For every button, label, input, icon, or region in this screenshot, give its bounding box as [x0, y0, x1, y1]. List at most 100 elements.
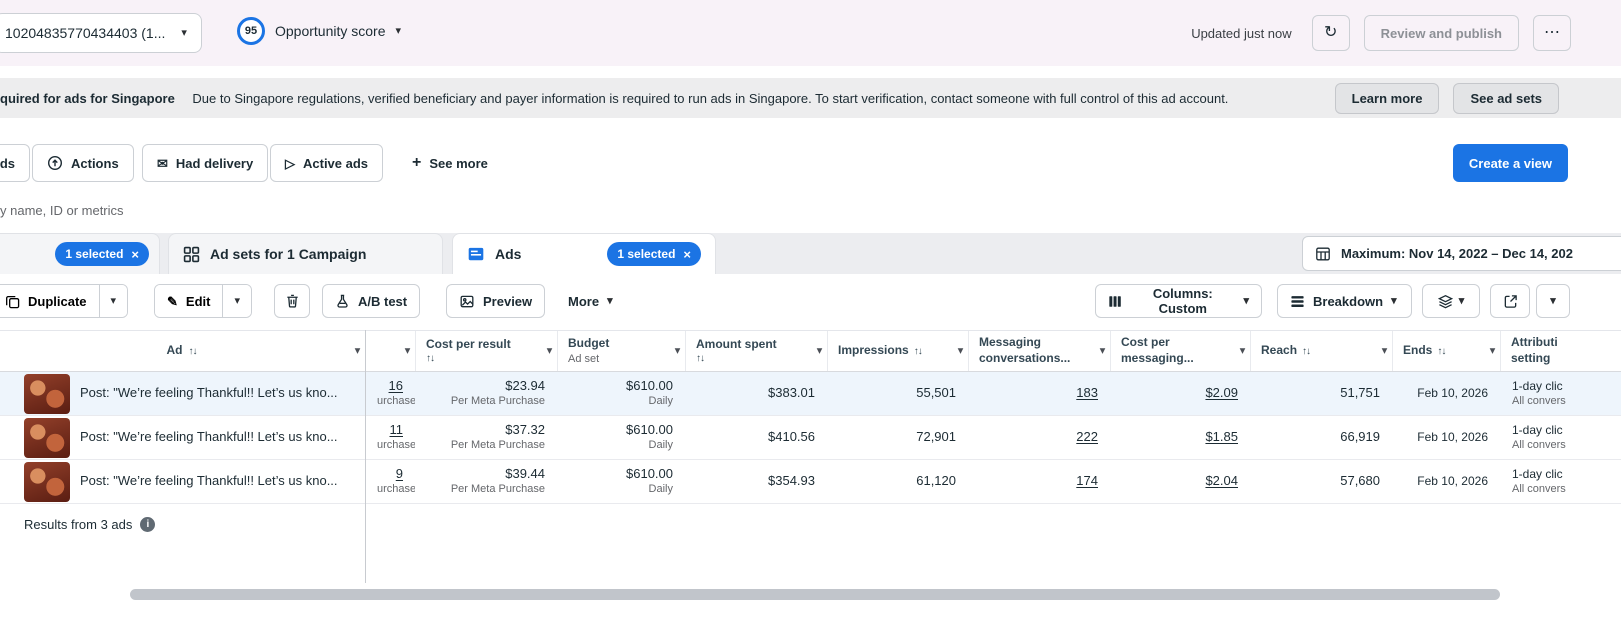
account-selector-dropdown[interactable]: 10204835770434403 (1... ▾ — [0, 13, 202, 53]
filter-chip-had-delivery[interactable]: ✉ Had delivery — [142, 144, 268, 182]
ad-cell[interactable]: Post: "We’re feeling Thankful!! Let’s us… — [0, 462, 365, 502]
cost-per-result-sub: Per Meta Purchase — [427, 395, 545, 409]
results-cell: 16urchases — [365, 378, 415, 409]
create-a-view-button[interactable]: Create a view — [1453, 144, 1568, 182]
sort-icon[interactable]: ↑↓ — [189, 345, 197, 358]
calendar-grid-icon — [1315, 246, 1331, 262]
cost-per-messaging-value[interactable]: $1.85 — [1205, 429, 1238, 444]
cost-per-messaging-value[interactable]: $2.04 — [1205, 473, 1238, 488]
sort-icon[interactable]: ↑↓ — [914, 345, 922, 358]
amount-spent-cell: $354.93 — [685, 473, 827, 489]
results-value[interactable]: 16 — [389, 378, 403, 393]
close-icon[interactable]: × — [683, 248, 691, 261]
ads-selected-badge[interactable]: 1 selected × — [607, 242, 701, 266]
export-icon — [1503, 294, 1518, 309]
cost-per-messaging-cell: $1.85 — [1110, 429, 1250, 445]
column-header-results-partial[interactable]: ▾ — [365, 331, 415, 371]
filter-chip-partial[interactable]: ds — [0, 144, 30, 182]
close-icon[interactable]: × — [131, 248, 139, 261]
more-menu-button[interactable]: More ▾ — [556, 284, 625, 318]
chevron-down-icon[interactable]: ▾ — [1382, 345, 1387, 358]
more-options-button[interactable]: ⋯ — [1533, 15, 1571, 51]
ad-cell[interactable]: Post: "We’re feeling Thankful!! Let’s us… — [0, 374, 365, 414]
chevron-down-icon[interactable]: ▾ — [958, 345, 963, 358]
column-header-budget[interactable]: Budget Ad set ▾ — [557, 331, 685, 371]
edit-button[interactable]: ✎ Edit — [155, 285, 222, 317]
sort-icon[interactable]: ↑↓ — [1437, 345, 1445, 358]
ab-test-button[interactable]: A/B test — [322, 284, 420, 318]
ad-name[interactable]: Post: "We’re feeling Thankful!! Let’s us… — [80, 429, 338, 445]
results-sub: urchases — [377, 439, 403, 453]
filter-chip-actions[interactable]: Actions — [32, 144, 134, 182]
column-header-amount-spent[interactable]: Amount spent ↑↓ ▾ — [685, 331, 827, 371]
campaigns-selected-badge[interactable]: 1 selected × — [55, 242, 149, 266]
table-row[interactable]: Post: "We’re feeling Thankful!! Let’s us… — [0, 372, 1621, 416]
ad-cell[interactable]: Post: "We’re feeling Thankful!! Let’s us… — [0, 418, 365, 458]
ad-name[interactable]: Post: "We’re feeling Thankful!! Let’s us… — [80, 385, 338, 401]
attribution-cell: 1-day clicAll convers — [1500, 379, 1621, 409]
column-header-attribution-setting[interactable]: Attributi setting — [1500, 331, 1621, 371]
see-ad-sets-button[interactable]: See ad sets — [1453, 83, 1559, 114]
search-input[interactable]: y name, ID or metrics — [0, 198, 124, 222]
chevron-down-icon[interactable]: ▾ — [675, 345, 680, 358]
info-icon[interactable]: i — [140, 517, 155, 532]
ad-name[interactable]: Post: "We’re feeling Thankful!! Let’s us… — [80, 473, 338, 489]
see-more-filters-button[interactable]: + See more — [398, 144, 502, 182]
edit-dropdown[interactable]: ▾ — [222, 285, 251, 317]
sort-icon[interactable]: ↑↓ — [696, 352, 807, 365]
filter-chip-active-ads[interactable]: ▷ Active ads — [270, 144, 383, 182]
duplicate-dropdown[interactable]: ▾ — [99, 285, 128, 317]
chevron-down-icon[interactable]: ▾ — [405, 345, 410, 358]
cost-per-messaging-value[interactable]: $2.09 — [1205, 385, 1238, 400]
chevron-down-icon[interactable]: ▾ — [355, 345, 360, 358]
delete-button[interactable] — [274, 284, 310, 318]
learn-more-button[interactable]: Learn more — [1335, 83, 1440, 114]
sort-icon[interactable]: ↑↓ — [426, 352, 537, 365]
refresh-button[interactable]: ↻ — [1312, 15, 1350, 51]
messaging-cell: 222 — [968, 429, 1110, 445]
refresh-icon: ↻ — [1324, 25, 1337, 41]
tab-ad-sets[interactable]: Ad sets for 1 Campaign — [168, 233, 443, 274]
preview-button[interactable]: Preview — [446, 284, 545, 318]
review-and-publish-button[interactable]: Review and publish — [1364, 15, 1519, 51]
columns-button[interactable]: Columns: Custom ▾ — [1095, 284, 1262, 318]
ellipsis-icon: ⋯ — [1544, 25, 1560, 41]
horizontal-scrollbar-thumb[interactable] — [130, 589, 1500, 600]
column-header-ad[interactable]: Ad ↑↓ ▾ — [0, 331, 365, 371]
tab-ads[interactable]: Ads 1 selected × — [452, 233, 716, 274]
messaging-value[interactable]: 222 — [1076, 429, 1098, 444]
messaging-conversations-label: Messaging conversations... — [979, 335, 1090, 366]
column-header-messaging-conversations[interactable]: Messaging conversations... ▾ — [968, 331, 1110, 371]
column-header-impressions[interactable]: Impressions↑↓ ▾ — [827, 331, 968, 371]
chevron-down-icon[interactable]: ▾ — [1240, 345, 1245, 358]
messaging-value[interactable]: 183 — [1076, 385, 1098, 400]
table-row[interactable]: Post: "We’re feeling Thankful!! Let’s us… — [0, 416, 1621, 460]
column-header-cost-per-messaging[interactable]: Cost per messaging... ▾ — [1110, 331, 1250, 371]
frozen-column-divider[interactable] — [365, 330, 366, 583]
column-header-reach[interactable]: Reach↑↓ ▾ — [1250, 331, 1392, 371]
table-row[interactable]: Post: "We’re feeling Thankful!! Let’s us… — [0, 460, 1621, 504]
breakdown-button[interactable]: Breakdown ▾ — [1277, 284, 1412, 318]
reports-button[interactable]: ▾ — [1422, 284, 1480, 318]
chevron-down-icon[interactable]: ▾ — [1490, 345, 1495, 358]
results-value[interactable]: 9 — [396, 466, 403, 481]
campaigns-selected-label: 1 selected — [65, 247, 123, 261]
sort-icon[interactable]: ↑↓ — [1302, 345, 1310, 358]
results-value[interactable]: 11 — [390, 422, 404, 437]
duplicate-button[interactable]: Duplicate — [0, 285, 99, 317]
export-options-dropdown[interactable]: ▾ — [1536, 284, 1570, 318]
impressions-value: 61,120 — [916, 473, 956, 488]
chevron-down-icon[interactable]: ▾ — [547, 345, 552, 358]
chevron-down-icon[interactable]: ▾ — [1100, 345, 1105, 358]
column-header-cost-per-result[interactable]: Cost per result ↑↓ ▾ — [415, 331, 557, 371]
chevron-down-icon[interactable]: ▾ — [817, 345, 822, 358]
export-button[interactable] — [1490, 284, 1530, 318]
messaging-value[interactable]: 174 — [1076, 473, 1098, 488]
tab-campaigns-partial[interactable]: 1 selected × — [0, 233, 160, 274]
column-header-ends[interactable]: Ends ↑↓ ▾ — [1392, 331, 1500, 371]
impressions-cell: 61,120 — [827, 473, 968, 489]
date-range-selector[interactable]: Maximum: Nov 14, 2022 – Dec 14, 202 — [1302, 236, 1621, 271]
opportunity-score-dropdown[interactable]: 95 Opportunity score ▾ — [237, 17, 401, 45]
ends-label: Ends — [1403, 343, 1432, 359]
impressions-cell: 72,901 — [827, 429, 968, 445]
